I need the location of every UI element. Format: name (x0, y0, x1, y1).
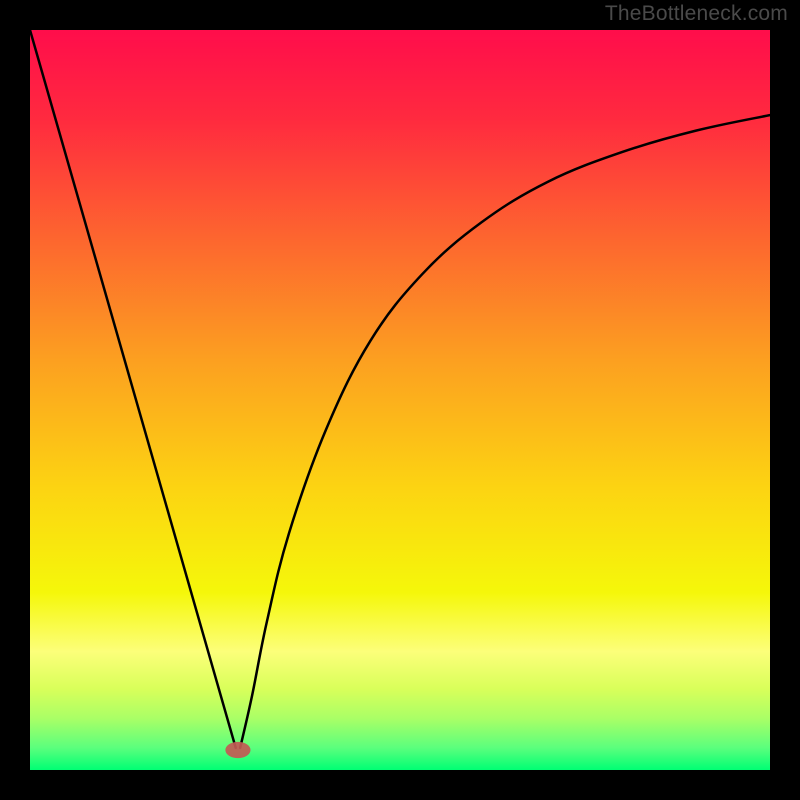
plot-area (30, 30, 770, 770)
watermark-text: TheBottleneck.com (605, 2, 788, 26)
minimum-marker (225, 742, 250, 758)
chart-svg (30, 30, 770, 770)
chart-container: TheBottleneck.com (0, 0, 800, 800)
